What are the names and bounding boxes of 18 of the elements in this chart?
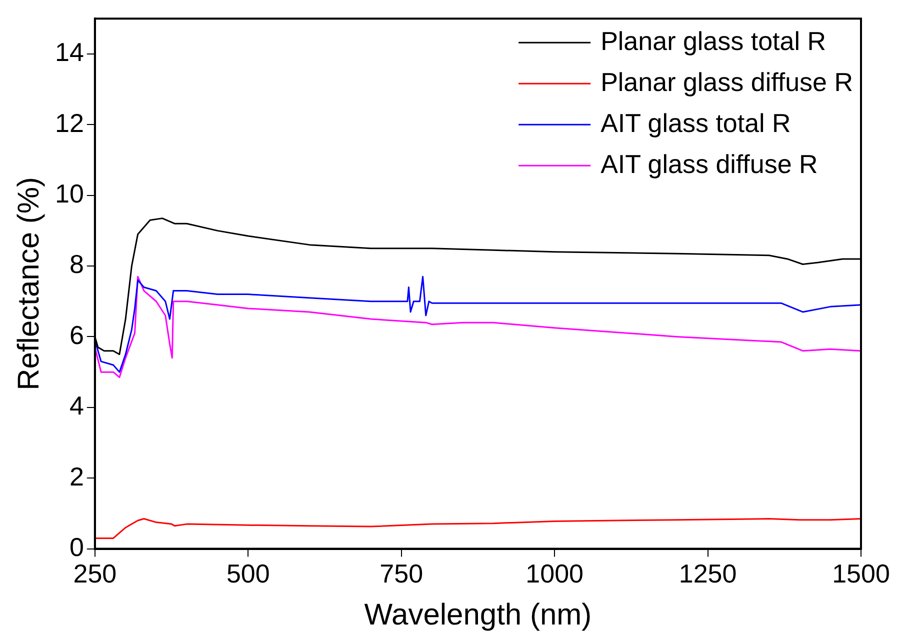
x-tick-label: 750 xyxy=(380,558,424,589)
y-tick-label: 14 xyxy=(55,37,84,68)
x-tick-label: 1000 xyxy=(526,558,584,589)
legend-label: AIT glass diffuse R xyxy=(600,148,818,179)
x-axis-title: Wavelength (nm) xyxy=(364,598,592,632)
y-tick-label: 8 xyxy=(69,249,84,280)
x-tick-label: 1250 xyxy=(678,558,737,589)
legend-label: Planar glass total R xyxy=(600,26,826,56)
legend-label: AIT glass total R xyxy=(600,108,791,138)
legend-label: Planar glass diffuse R xyxy=(600,66,854,97)
y-tick-label: 6 xyxy=(69,320,84,350)
y-tick-label: 4 xyxy=(69,390,84,421)
y-tick-label: 12 xyxy=(55,108,84,138)
x-tick-label: 500 xyxy=(226,558,270,589)
x-tick-label: 1500 xyxy=(832,558,890,589)
y-tick-label: 2 xyxy=(69,461,84,492)
y-axis-title: Reflectance (%) xyxy=(12,176,46,390)
y-tick-label: 10 xyxy=(55,178,84,209)
